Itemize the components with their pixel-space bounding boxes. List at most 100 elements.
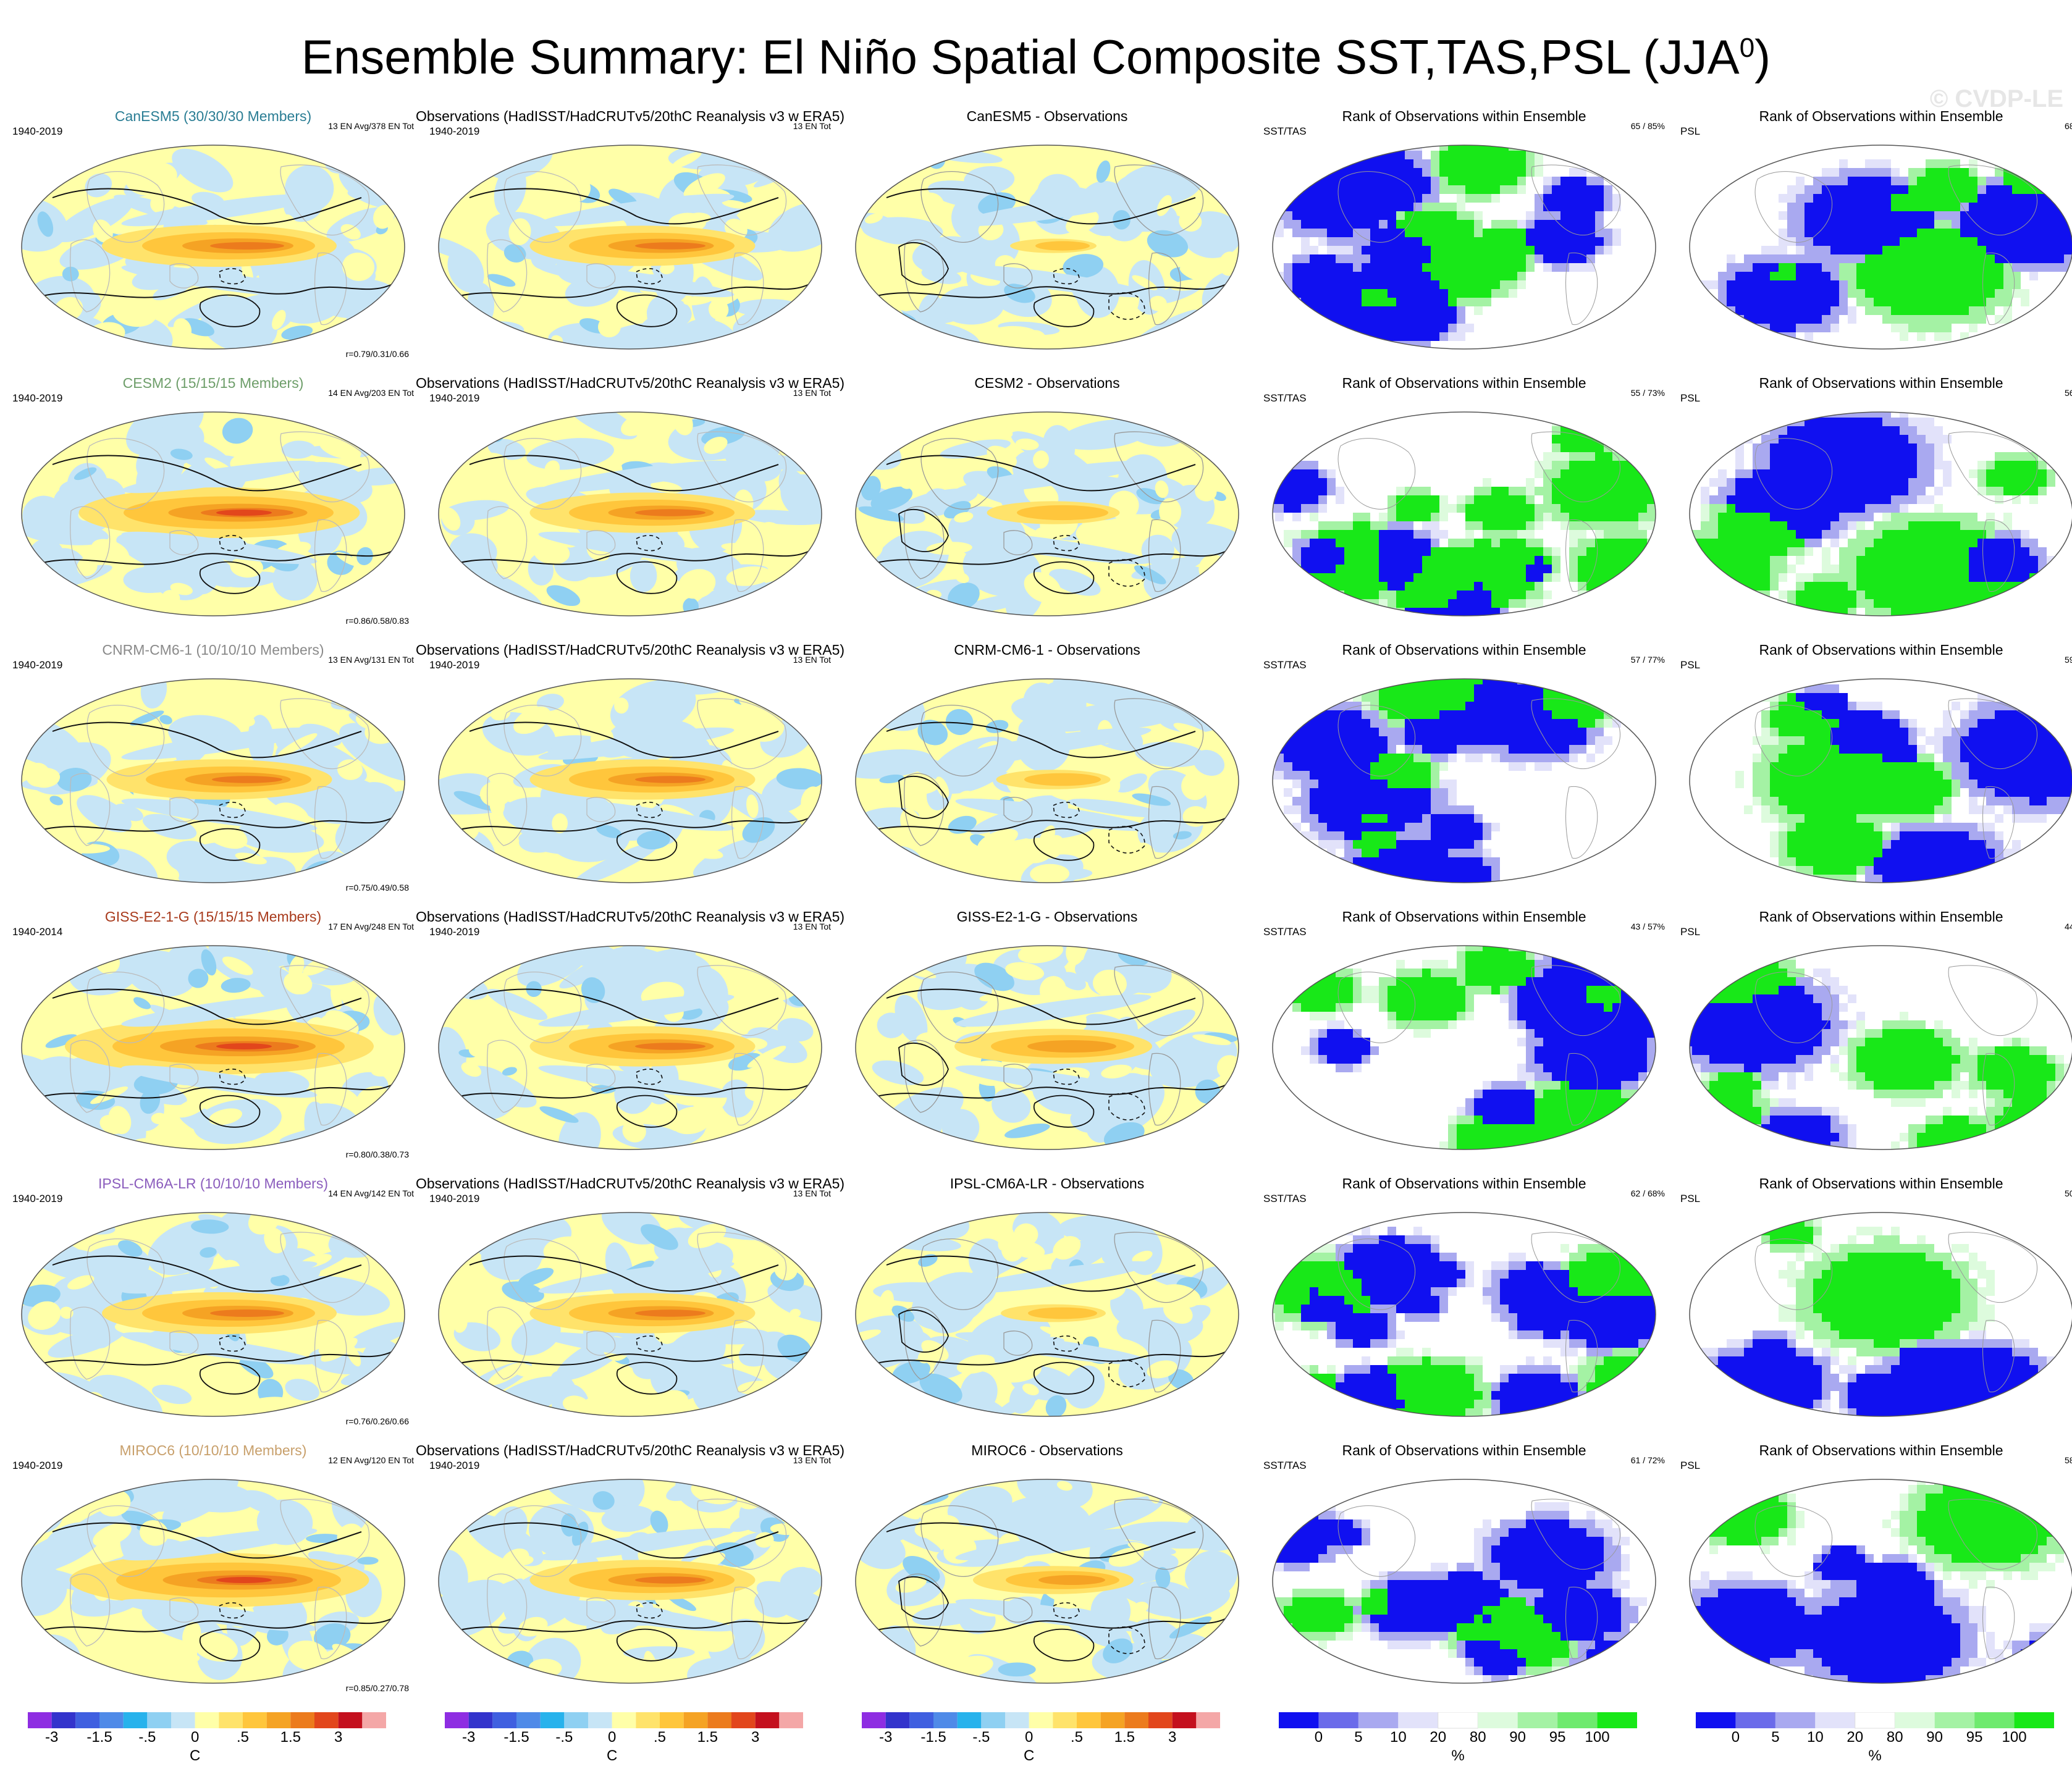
map-rank-cell [1292, 478, 1301, 487]
map-rank-cell [1986, 298, 1995, 306]
map-psl-contour [199, 294, 261, 327]
map-rank-cell [1292, 539, 1301, 547]
map-rank-cell [1535, 719, 1543, 728]
map-rank-cell [1560, 452, 1569, 461]
map-rank-cell [1830, 530, 1839, 539]
map-rank-cell [1388, 289, 1396, 298]
map-rank-cell [1977, 461, 1986, 469]
map-anomaly-patch [597, 316, 621, 338]
map-rank-cell [1839, 194, 1848, 203]
map-rank-cell [1727, 556, 1735, 565]
map-rank-cell [2012, 762, 2021, 771]
map-rank-cell [1474, 719, 1483, 728]
map-rank-cell [1517, 513, 1526, 521]
map-rank-cell [1865, 254, 1874, 263]
map-rank-cell [1517, 151, 1526, 159]
map-rank-psl [1689, 145, 2072, 350]
map-rank-cell [1779, 728, 1787, 736]
map-rank-cell [1891, 315, 1900, 324]
map-rank-cell [1448, 289, 1457, 298]
map-rank-cell [1413, 866, 1422, 875]
map-rank-cell [1612, 513, 1621, 521]
map-rank-cell [1362, 539, 1370, 547]
map-rank-psl [1689, 411, 2072, 619]
map-rank-cell [1891, 805, 1900, 814]
map-rank-cell [1848, 185, 1856, 194]
map-rank-cell [1474, 298, 1483, 306]
map-rank-cell [1595, 728, 1604, 736]
map-rank-cell [1336, 547, 1344, 556]
map-rank-cell [1483, 246, 1491, 254]
map-rank-cell [1353, 840, 1362, 849]
map-rank-cell [1318, 220, 1327, 229]
map-rank-cell [1457, 211, 1465, 220]
map-rank-cell [1753, 573, 1761, 582]
map-rank-cell [1779, 254, 1787, 263]
map-anomaly-patch [544, 460, 560, 477]
map-rank-cell [1761, 315, 1770, 324]
map-rank-cell [2021, 469, 2029, 478]
map-rank-cell [1882, 762, 1891, 771]
map-rank-cell [1848, 745, 1856, 754]
map-rank-cell [1612, 590, 1621, 599]
map-rank-cell [1439, 883, 1448, 886]
map-rank-cell [1552, 495, 1560, 504]
map-enso-tongue [1017, 505, 1108, 521]
map-rank-cell [2038, 728, 2047, 736]
map-rank-cell [1891, 487, 1900, 495]
map-rank-cell [1934, 728, 1943, 736]
map-rank-cell [1379, 521, 1388, 530]
map-rank-cell [1327, 736, 1336, 745]
map-rank-cell [1586, 246, 1595, 254]
map-rank-cell [2012, 263, 2021, 272]
map-rank-cell [1856, 530, 1865, 539]
map-psl-contour [1033, 294, 1095, 327]
map-rank-cell [1638, 513, 1647, 521]
map-rank-cell [1396, 573, 1405, 582]
map-rank-cell [2038, 788, 2047, 797]
map-rank-cell [1526, 211, 1535, 220]
map-rank-cell [1856, 582, 1865, 590]
map-rank-cell [1865, 461, 1874, 469]
map-rank-cell [1647, 452, 1656, 461]
map-rank-cell [1604, 478, 1612, 487]
map-rank-cell [1405, 883, 1413, 886]
map-rank-cell [1500, 521, 1509, 530]
map-rank-cell [1735, 263, 1744, 272]
map-rank-cell [1465, 185, 1474, 194]
map-outline [1272, 678, 1656, 883]
map-rank-cell [1526, 521, 1535, 530]
map-anomaly-patch [162, 590, 180, 605]
map-rank-cell [1500, 237, 1509, 246]
map-rank-cell [1396, 315, 1405, 324]
map-psl-contour [886, 188, 1196, 225]
map-anomaly-patch [954, 512, 974, 523]
map-anomaly-patch [1182, 806, 1209, 827]
map-rank-cell [1353, 719, 1362, 728]
map-rank-cell [1586, 582, 1595, 590]
map-rank-cell [1500, 693, 1509, 702]
map-rank-cell [1908, 254, 1917, 263]
map-rank-cell [1770, 547, 1779, 556]
map-rank-cell [1275, 857, 1284, 866]
map-rank-cell [2038, 194, 2047, 203]
map-anomaly-patch [862, 581, 898, 613]
map-anomaly-patch [614, 697, 629, 714]
map-rank-cell [1578, 237, 1586, 246]
map-rank-cell [1917, 521, 1926, 530]
map-rank-cell [1770, 452, 1779, 461]
map-rank-cell [1977, 736, 1986, 745]
map-rank-cell [1779, 487, 1787, 495]
map-rank-cell [2038, 805, 2047, 814]
map-rank-cell [1830, 513, 1839, 521]
map-rank-cell [1621, 573, 1630, 582]
map-rank-cell [1839, 736, 1848, 745]
map-rank-cell [1353, 849, 1362, 857]
map-rank-cell [1275, 341, 1284, 349]
map-rank-cell [1787, 220, 1796, 229]
map-rank-cell [1796, 211, 1805, 220]
map-rank-cell [1969, 616, 1977, 619]
map-rank-cell [1370, 710, 1379, 719]
map-rank-cell [2003, 616, 2012, 619]
map-rank-cell [1422, 495, 1431, 504]
